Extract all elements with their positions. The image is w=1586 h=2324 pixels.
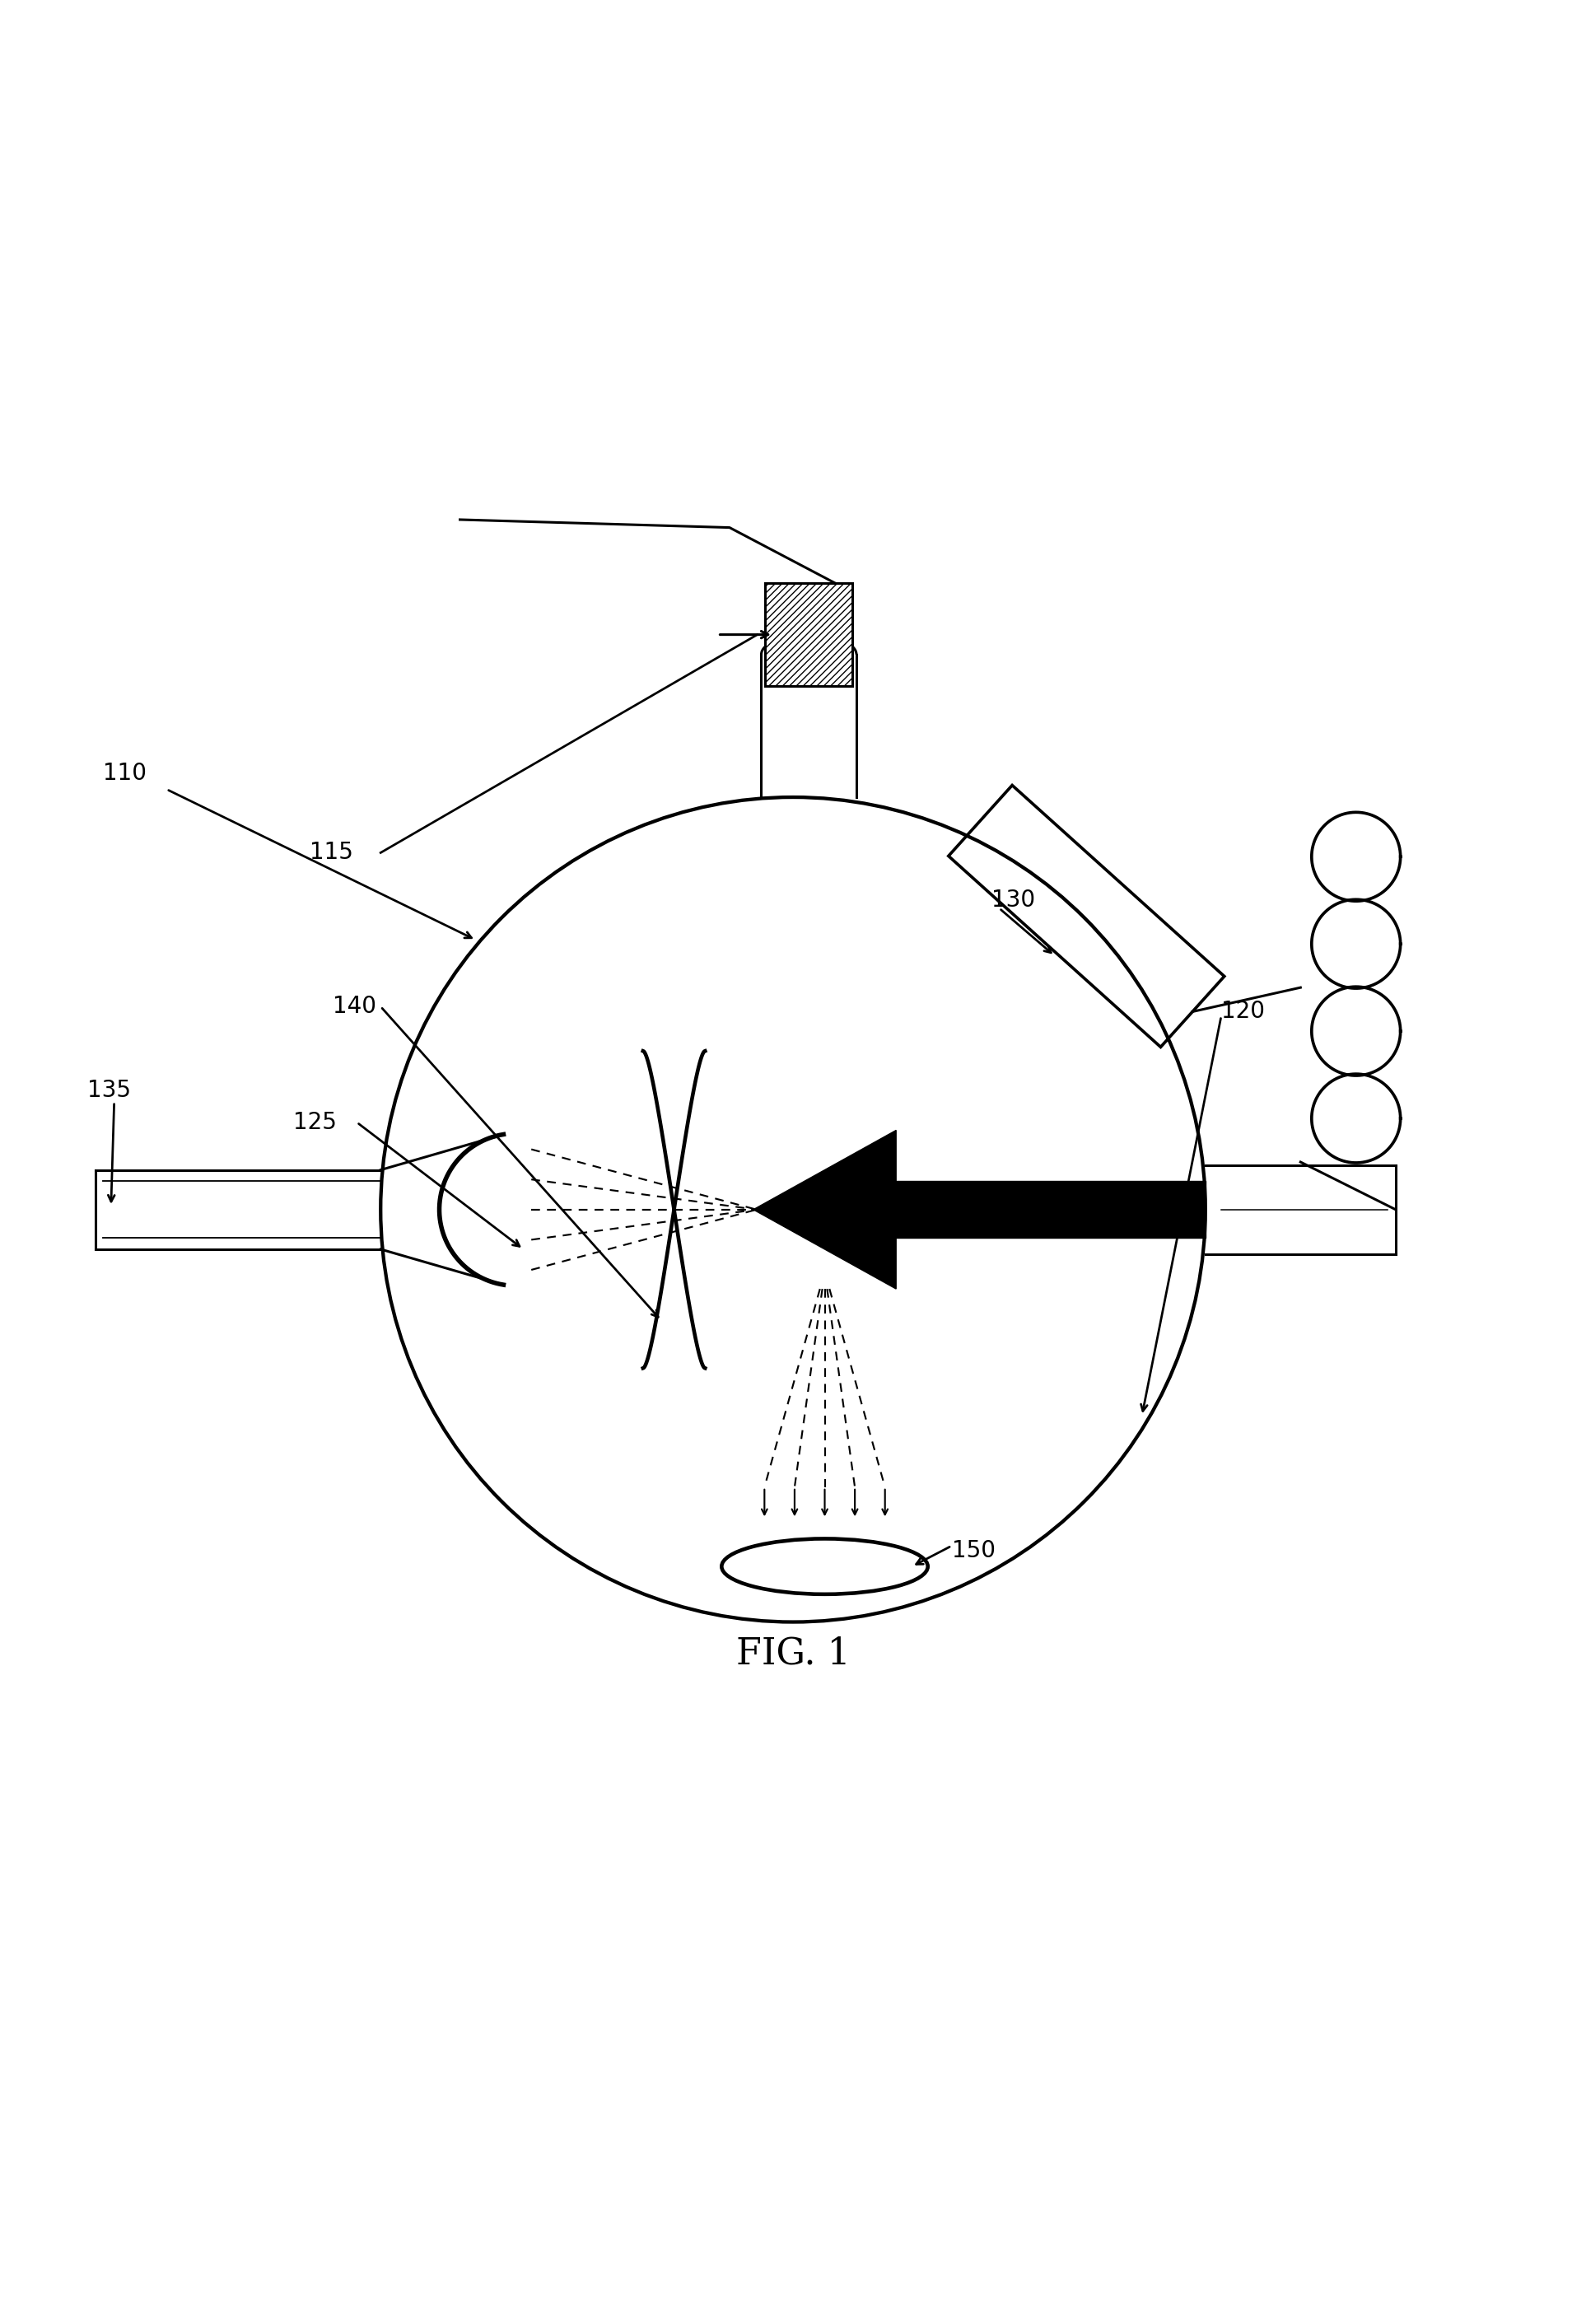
Text: 120: 120 (1221, 999, 1266, 1023)
Text: 110: 110 (103, 762, 147, 786)
Text: 115: 115 (309, 841, 352, 865)
Text: FIG. 1: FIG. 1 (736, 1636, 850, 1671)
Bar (764, 583, 853, 686)
Text: 150: 150 (952, 1538, 996, 1562)
Text: 130: 130 (991, 888, 1036, 911)
Text: 135: 135 (87, 1078, 132, 1102)
Text: 125: 125 (293, 1111, 336, 1134)
Polygon shape (753, 1129, 896, 1290)
Text: 140: 140 (333, 995, 377, 1018)
